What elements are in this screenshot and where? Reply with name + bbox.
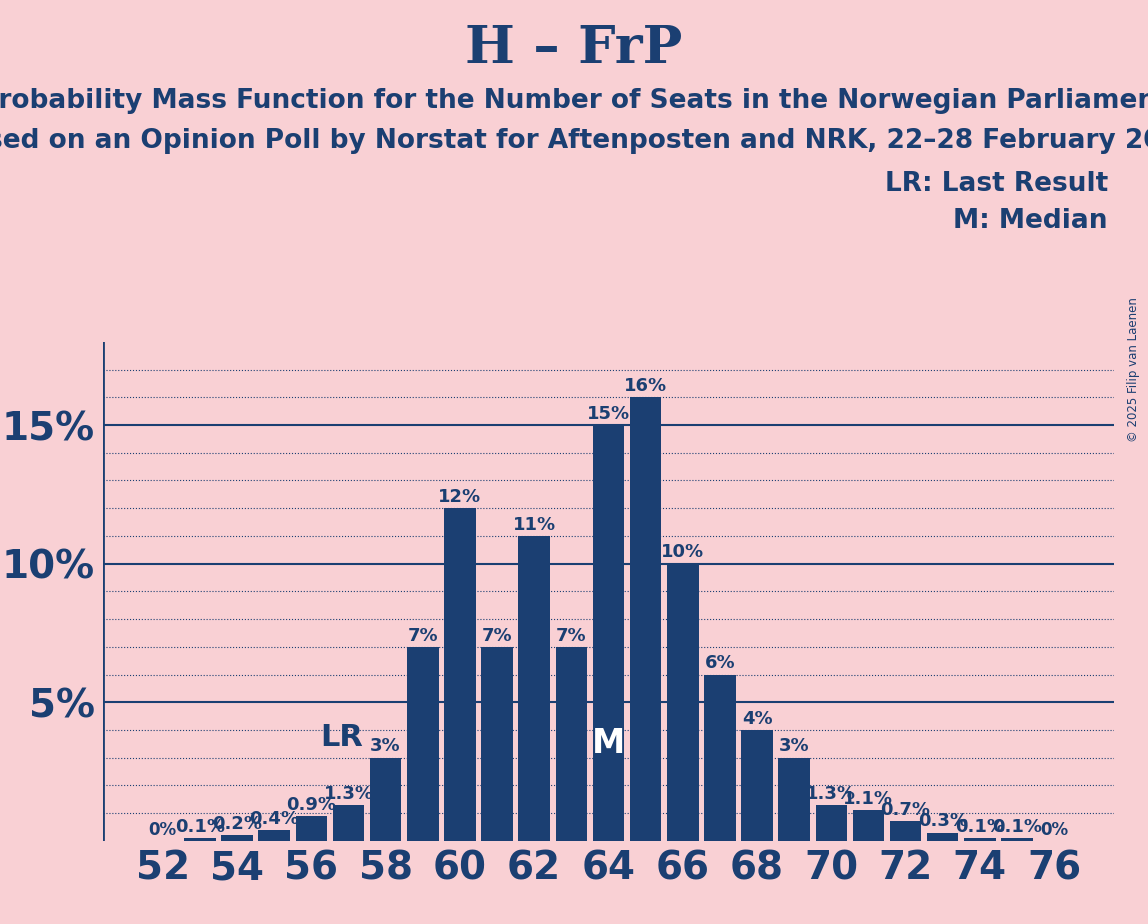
Text: 0%: 0% <box>149 821 177 839</box>
Bar <box>964 838 995 841</box>
Bar <box>481 647 513 841</box>
Bar <box>926 833 959 841</box>
Text: 15%: 15% <box>587 405 630 423</box>
Text: 0.9%: 0.9% <box>286 796 336 814</box>
Bar <box>258 830 290 841</box>
Text: 7%: 7% <box>408 626 439 645</box>
Text: 0.4%: 0.4% <box>249 809 300 828</box>
Bar <box>333 805 364 841</box>
Bar <box>444 508 475 841</box>
Bar <box>556 647 587 841</box>
Bar <box>370 758 402 841</box>
Bar <box>295 816 327 841</box>
Text: 0%: 0% <box>1040 821 1068 839</box>
Text: 6%: 6% <box>705 654 735 673</box>
Text: 1.3%: 1.3% <box>324 784 373 803</box>
Text: © 2025 Filip van Laenen: © 2025 Filip van Laenen <box>1127 298 1140 442</box>
Text: 16%: 16% <box>625 377 667 395</box>
Text: LR: LR <box>320 723 363 752</box>
Text: 3%: 3% <box>778 737 809 756</box>
Text: M: Median: M: Median <box>953 208 1108 234</box>
Bar <box>406 647 439 841</box>
Bar <box>630 397 661 841</box>
Bar <box>742 730 773 841</box>
Text: 3%: 3% <box>371 737 401 756</box>
Text: LR: Last Result: LR: Last Result <box>885 171 1108 197</box>
Text: 0.2%: 0.2% <box>212 815 262 833</box>
Text: 10%: 10% <box>661 543 704 562</box>
Text: Probability Mass Function for the Number of Seats in the Norwegian Parliament: Probability Mass Function for the Number… <box>0 88 1148 114</box>
Text: M: M <box>591 727 625 760</box>
Text: 7%: 7% <box>556 626 587 645</box>
Bar <box>222 835 253 841</box>
Bar <box>778 758 810 841</box>
Bar <box>815 805 847 841</box>
Text: 12%: 12% <box>439 488 481 506</box>
Text: 1.1%: 1.1% <box>844 790 893 808</box>
Text: 0.7%: 0.7% <box>881 801 931 820</box>
Bar <box>704 675 736 841</box>
Text: 1.3%: 1.3% <box>806 784 856 803</box>
Text: 0.1%: 0.1% <box>174 818 225 836</box>
Text: Based on an Opinion Poll by Norstat for Aftenposten and NRK, 22–28 February 2022: Based on an Opinion Poll by Norstat for … <box>0 128 1148 153</box>
Bar <box>667 564 698 841</box>
Text: 0.1%: 0.1% <box>955 818 1004 836</box>
Text: 0.1%: 0.1% <box>992 818 1042 836</box>
Bar <box>853 810 884 841</box>
Bar <box>890 821 922 841</box>
Text: 4%: 4% <box>742 710 773 728</box>
Text: 7%: 7% <box>482 626 512 645</box>
Text: 11%: 11% <box>513 516 556 534</box>
Bar <box>519 536 550 841</box>
Text: 0.3%: 0.3% <box>917 812 968 831</box>
Text: H – FrP: H – FrP <box>465 23 683 74</box>
Bar <box>184 838 216 841</box>
Bar <box>1001 838 1033 841</box>
Bar <box>592 425 625 841</box>
